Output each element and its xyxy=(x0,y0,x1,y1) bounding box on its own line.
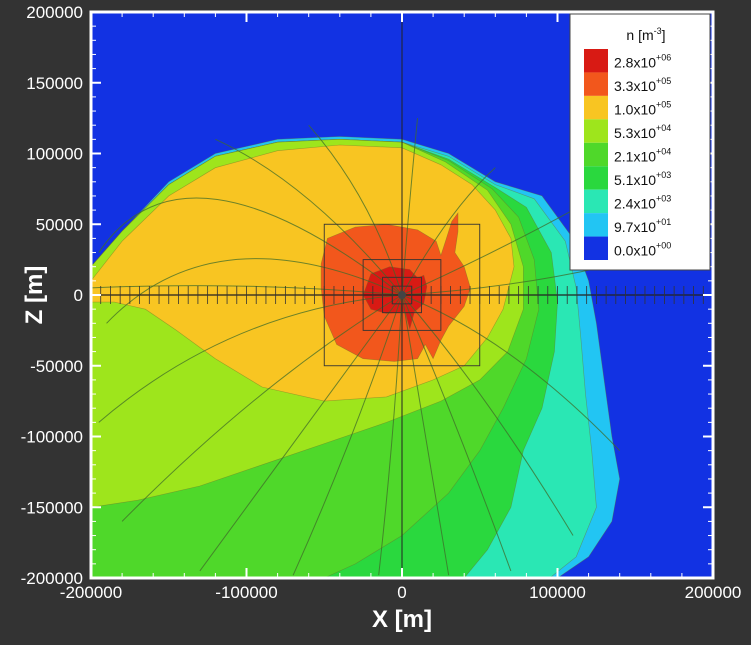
y-tick-label: 150000 xyxy=(26,74,83,93)
legend-label: 2.8x10+06 xyxy=(614,53,671,71)
y-tick-label: -50000 xyxy=(30,357,83,376)
y-tick-label: 100000 xyxy=(26,145,83,164)
field-line-4 xyxy=(199,294,403,572)
legend-title: n [m-3] xyxy=(626,26,665,43)
mesh-box-0 xyxy=(323,223,481,367)
legend-swatch xyxy=(584,189,608,214)
contour-region-8 xyxy=(362,266,428,331)
x-tick-label: 100000 xyxy=(529,583,586,602)
legend-swatch xyxy=(584,49,608,73)
mesh-box-2 xyxy=(382,276,422,314)
y-tick-label: 200000 xyxy=(26,3,83,22)
x-axis-label: X [m] xyxy=(372,606,432,633)
field-line-9 xyxy=(401,294,574,536)
y-tick-label: 0 xyxy=(74,286,83,305)
field-line-15 xyxy=(401,209,574,296)
y-tick-label: -200000 xyxy=(21,569,83,588)
legend-label: 0.0x10+00 xyxy=(614,240,671,258)
y-tick-label: 50000 xyxy=(36,215,83,234)
field-line-2 xyxy=(98,294,403,423)
legend-label: 2.4x10+03 xyxy=(614,193,671,211)
legend-label: 5.3x10+04 xyxy=(614,123,671,141)
legend-label: 2.1x10+04 xyxy=(614,147,671,165)
x-tick-label: -100000 xyxy=(215,583,277,602)
field-line-1 xyxy=(106,258,403,324)
legend: n [m-3] 2.8x10+06 3.3x10+05 1.0x10+05 5.3x10… xyxy=(569,13,711,271)
x-tick-label: -200000 xyxy=(60,583,122,602)
legend-swatch xyxy=(584,236,608,260)
field-line-5 xyxy=(292,294,403,576)
origin-marker xyxy=(398,291,406,299)
legend-swatch xyxy=(584,72,608,96)
y-axis-label: Z [m] xyxy=(21,266,48,325)
legend-label: 3.3x10+05 xyxy=(614,76,671,94)
legend-swatch xyxy=(584,142,608,167)
legend-swatch xyxy=(584,119,608,143)
field-line-14 xyxy=(401,167,496,296)
legend-label: 9.7x10+01 xyxy=(614,217,671,235)
field-line-8 xyxy=(401,294,512,572)
field-line-12 xyxy=(308,124,403,296)
y-tick-label: -100000 xyxy=(21,428,83,447)
x-tick-label: 0 xyxy=(397,583,406,602)
x-tick-label: 200000 xyxy=(685,583,742,602)
field-line-0 xyxy=(98,197,403,296)
legend-swatch xyxy=(584,95,608,120)
field-line-17 xyxy=(401,266,605,296)
field-line-7 xyxy=(401,294,450,576)
legend-label: 5.1x10+03 xyxy=(614,170,671,188)
mesh-box-1 xyxy=(362,259,442,331)
field-line-6 xyxy=(378,294,403,576)
field-line-11 xyxy=(215,138,403,296)
field-line-10 xyxy=(401,294,621,451)
legend-swatch xyxy=(584,213,608,237)
legend-label: 1.0x10+05 xyxy=(614,100,671,118)
field-line-13 xyxy=(401,118,419,296)
field-line-3 xyxy=(121,294,403,522)
y-tick-label: -150000 xyxy=(21,498,83,517)
legend-swatch xyxy=(584,166,608,190)
mesh-box-3 xyxy=(391,285,413,305)
